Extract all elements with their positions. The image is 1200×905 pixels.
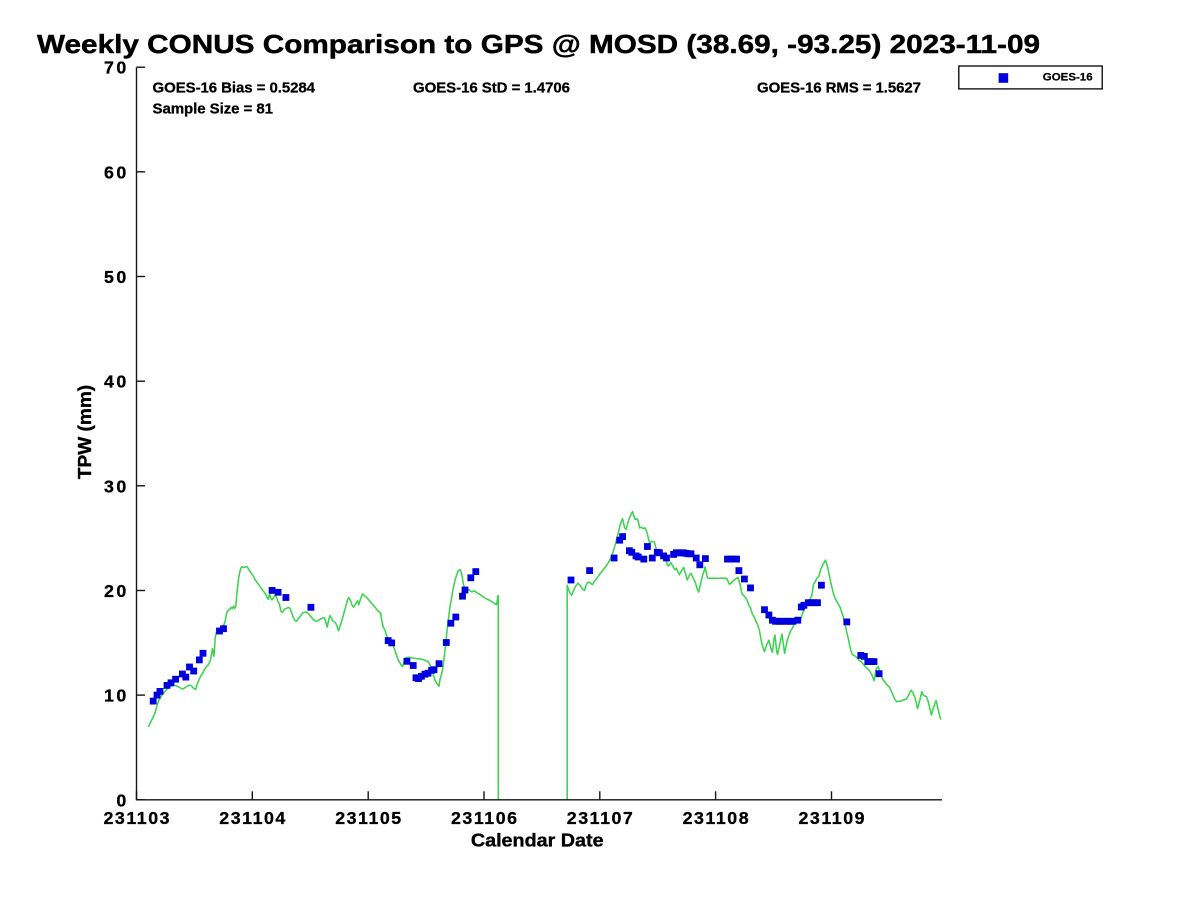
svg-text:0: 0 [116, 790, 126, 810]
svg-text:GOES-16 RMS = 1.5627: GOES-16 RMS = 1.5627 [757, 80, 921, 97]
svg-text:Weekly CONUS Comparison to GPS: Weekly CONUS Comparison to GPS @ MOSD (3… [37, 31, 1040, 59]
svg-text:GOES-16 StD = 1.4706: GOES-16 StD = 1.4706 [413, 80, 570, 97]
svg-text:Sample Size = 81: Sample Size = 81 [153, 100, 274, 117]
svg-text:Calendar Date: Calendar Date [471, 831, 604, 851]
svg-text:231104: 231104 [219, 808, 285, 828]
svg-text:231105: 231105 [335, 808, 401, 828]
svg-text:231107: 231107 [567, 808, 633, 828]
svg-text:231106: 231106 [451, 808, 517, 828]
svg-text:GOES-16: GOES-16 [1043, 72, 1093, 84]
svg-text:231108: 231108 [683, 808, 749, 828]
svg-text:TPW (mm): TPW (mm) [75, 385, 95, 479]
svg-text:231103: 231103 [104, 808, 170, 828]
svg-text:231109: 231109 [799, 808, 865, 828]
svg-text:GOES-16 Bias = 0.5284: GOES-16 Bias = 0.5284 [153, 80, 316, 97]
